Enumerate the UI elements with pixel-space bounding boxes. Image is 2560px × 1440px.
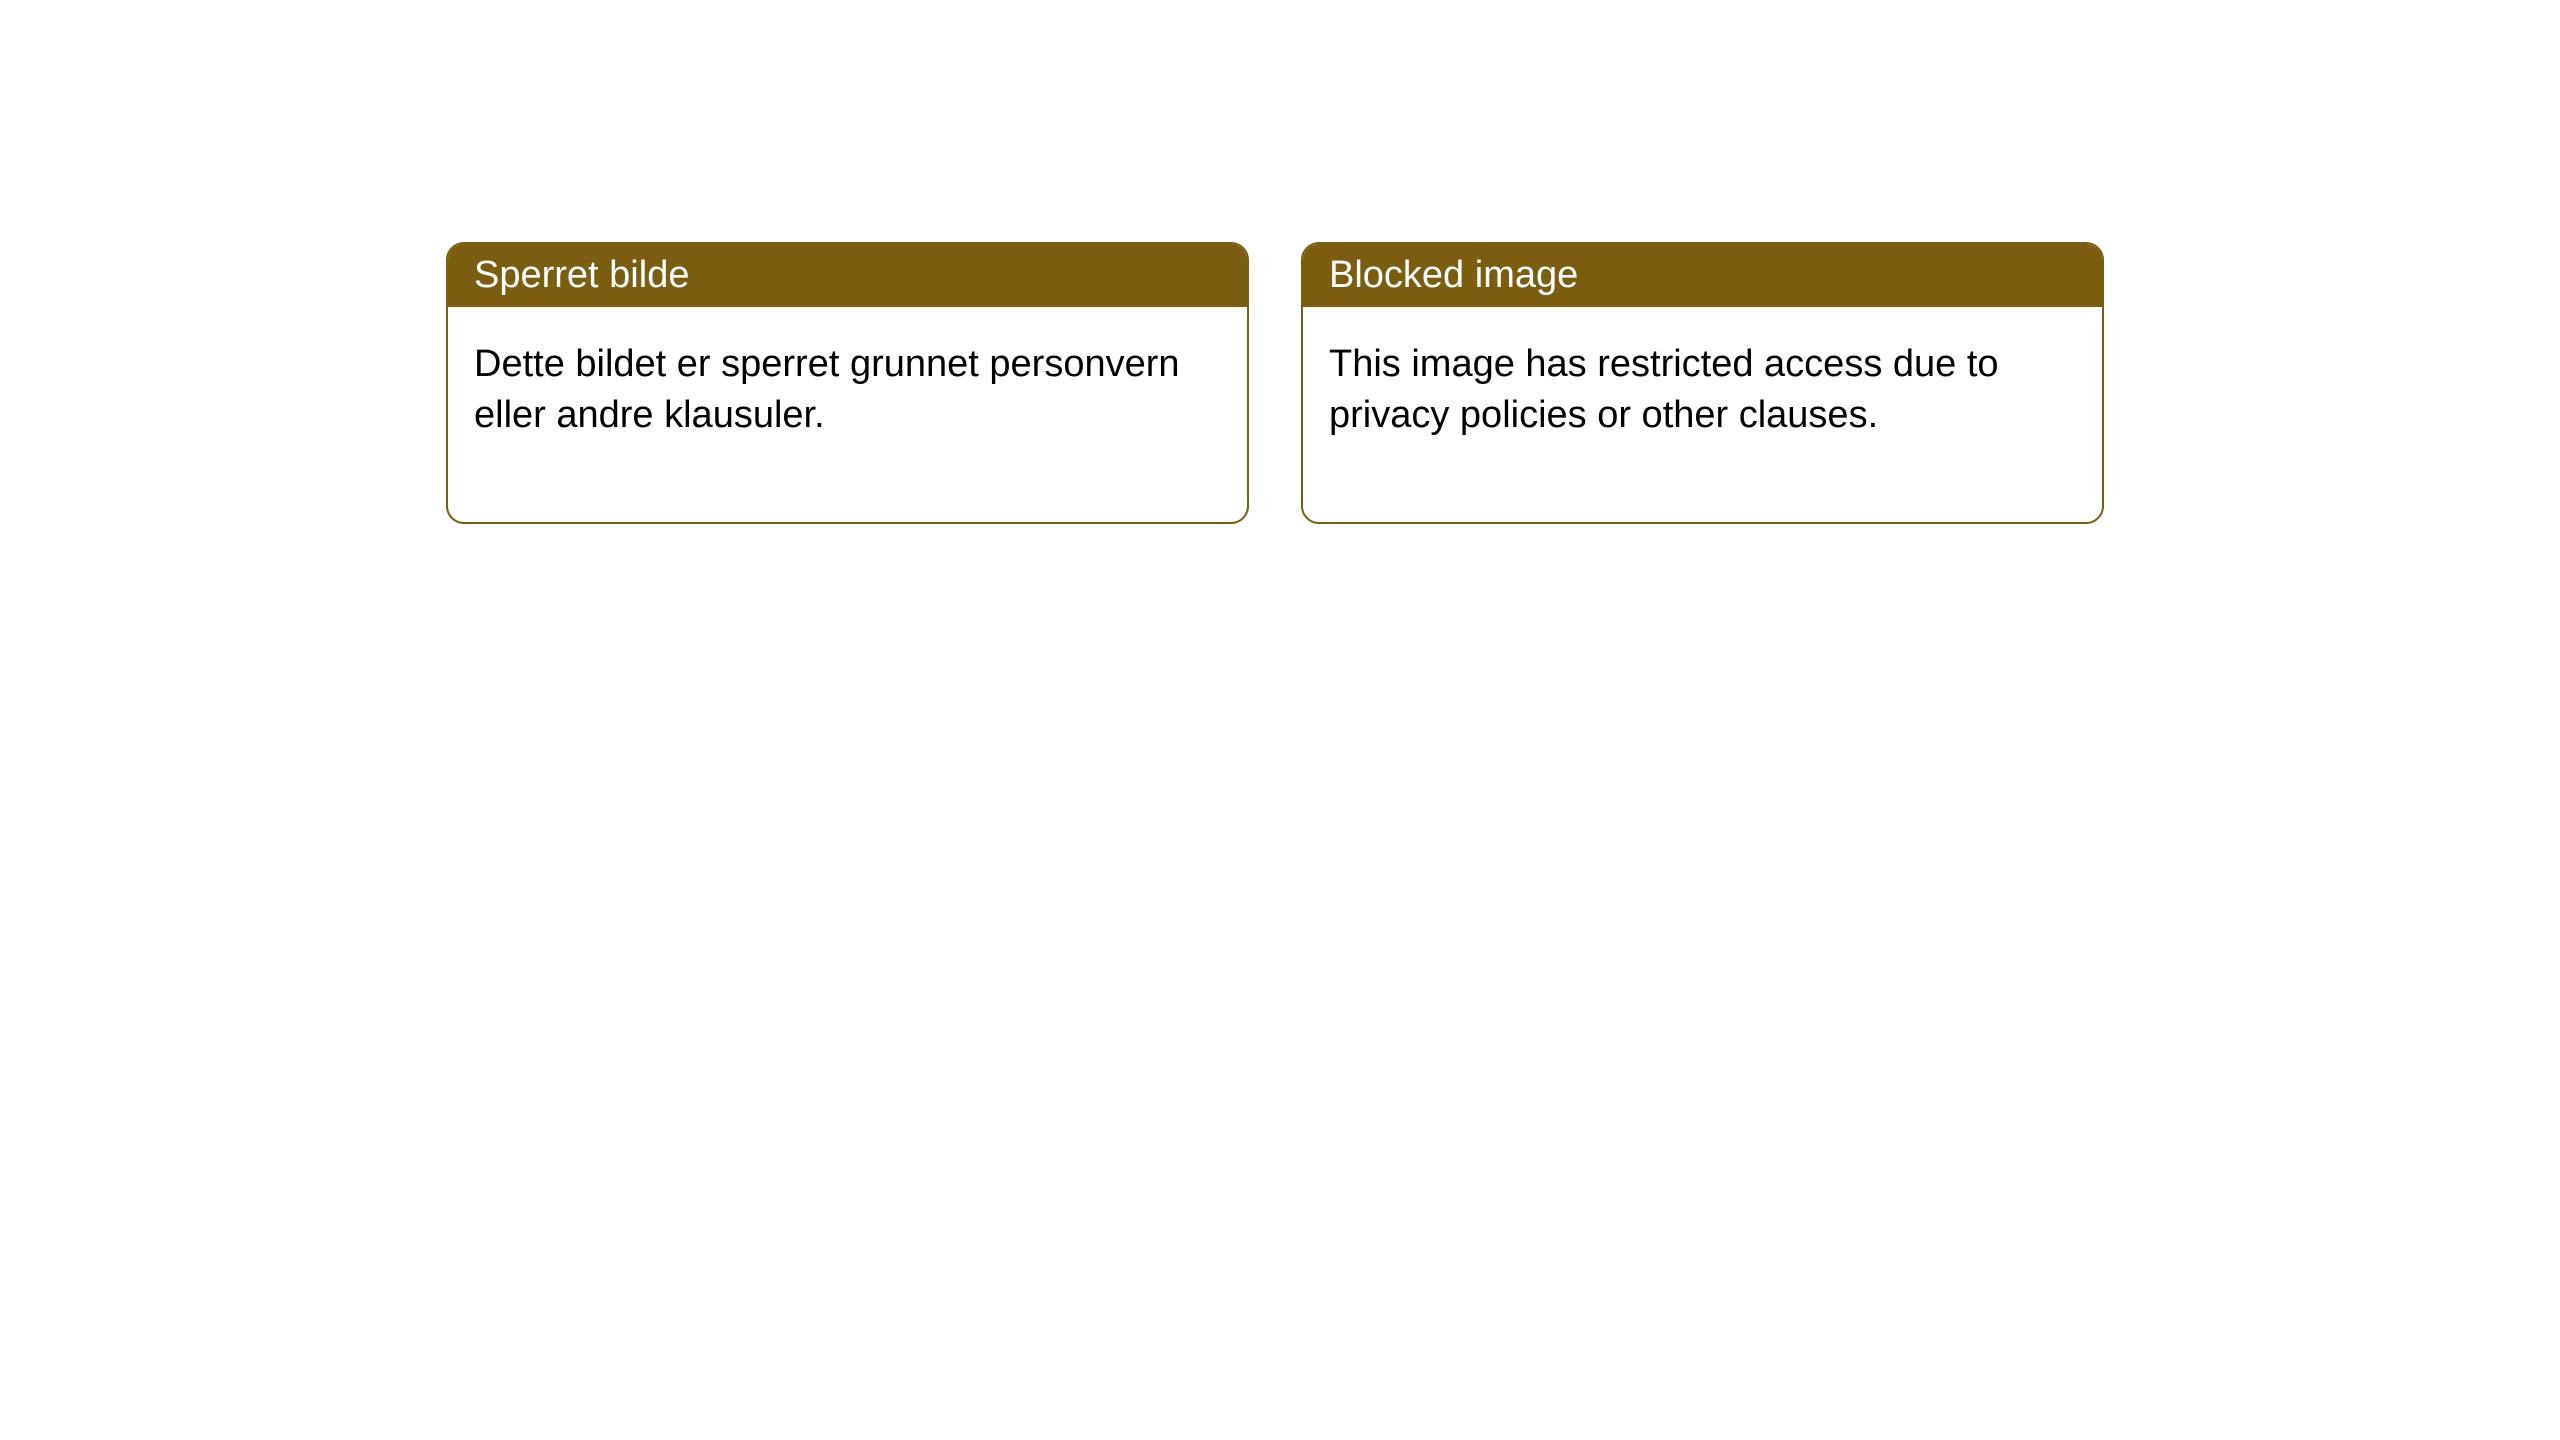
notice-container: Sperret bilde Dette bildet er sperret gr…: [0, 0, 2560, 524]
card-header-norwegian: Sperret bilde: [448, 244, 1247, 307]
card-body-norwegian: Dette bildet er sperret grunnet personve…: [448, 307, 1247, 522]
card-header-english: Blocked image: [1303, 244, 2102, 307]
blocked-image-card-english: Blocked image This image has restricted …: [1301, 242, 2104, 524]
card-body-english: This image has restricted access due to …: [1303, 307, 2102, 522]
blocked-image-card-norwegian: Sperret bilde Dette bildet er sperret gr…: [446, 242, 1249, 524]
